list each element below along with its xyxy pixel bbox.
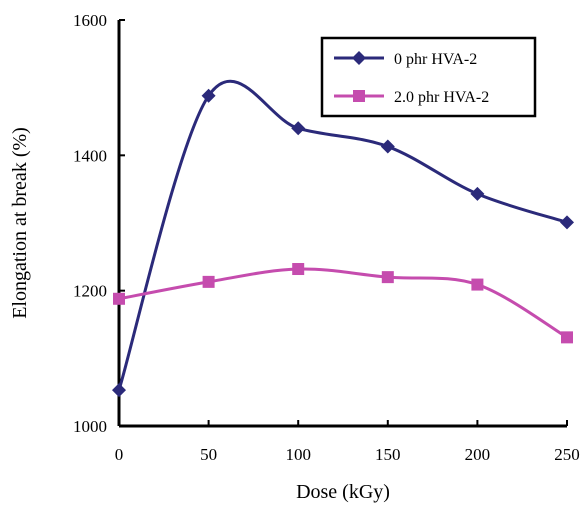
y-tick-label: 1200 xyxy=(73,282,107,301)
legend: 0 phr HVA-2 2.0 phr HVA-2 xyxy=(320,36,537,118)
y-tick-label: 1000 xyxy=(73,417,107,436)
data-point xyxy=(470,186,485,201)
x-tick-label: 0 xyxy=(115,445,124,464)
axes xyxy=(117,20,567,428)
data-point xyxy=(202,275,215,288)
data-point xyxy=(471,278,484,291)
series-layer xyxy=(112,79,574,398)
data-point xyxy=(560,215,574,230)
data-point xyxy=(112,383,126,398)
legend-label: 2.0 phr HVA-2 xyxy=(394,89,489,106)
y-tick-label: 1600 xyxy=(73,11,107,30)
data-point xyxy=(113,292,125,305)
x-tick-label: 250 xyxy=(554,445,580,464)
data-point xyxy=(381,271,394,284)
ticks: 0 50 100 150 200 250 1000 1200 1400 1600 xyxy=(73,11,580,464)
series-2 xyxy=(113,263,573,344)
legend-label: 0 phr HVA-2 xyxy=(394,51,477,68)
x-tick-label: 50 xyxy=(200,445,217,464)
legend-marker xyxy=(353,90,365,102)
legend-marker xyxy=(352,51,366,65)
series-line xyxy=(118,267,568,339)
y-tick-label: 1400 xyxy=(73,146,107,165)
x-tick-label: 150 xyxy=(375,445,401,464)
x-tick-label: 200 xyxy=(465,445,491,464)
series-1 xyxy=(112,79,574,398)
data-point xyxy=(291,121,306,136)
data-point xyxy=(380,139,395,154)
x-axis-title: Dose (kGy) xyxy=(296,481,390,503)
series-line xyxy=(117,79,568,391)
data-point xyxy=(292,263,305,276)
x-tick-label: 100 xyxy=(285,445,311,464)
legend-box xyxy=(320,36,537,118)
data-point xyxy=(201,88,216,103)
data-point xyxy=(561,331,573,344)
y-axis-title: Elongation at break (%) xyxy=(9,127,31,319)
